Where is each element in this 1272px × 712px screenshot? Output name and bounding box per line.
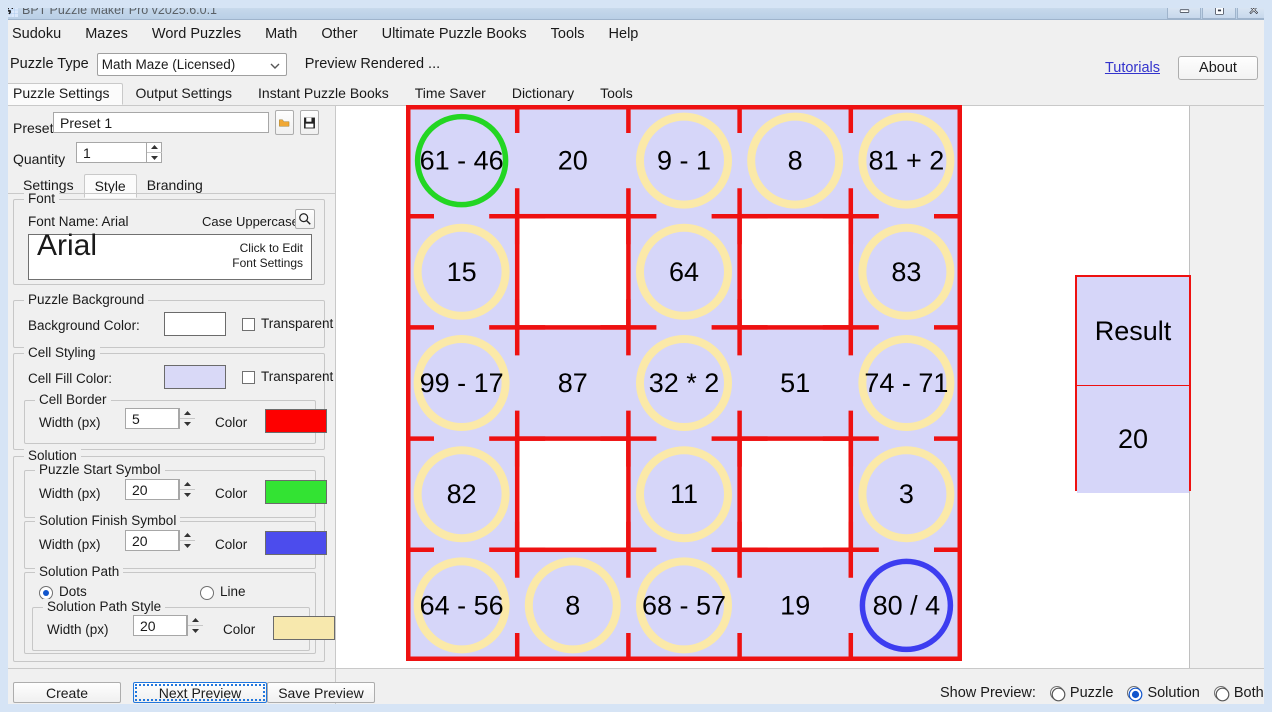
svg-text:61 - 46: 61 - 46 bbox=[420, 146, 504, 176]
svg-text:87: 87 bbox=[558, 368, 588, 398]
svg-text:15: 15 bbox=[447, 257, 477, 287]
svg-text:8: 8 bbox=[788, 146, 803, 176]
svg-text:51: 51 bbox=[780, 368, 810, 398]
svg-text:8: 8 bbox=[565, 590, 580, 620]
svg-text:80 / 4: 80 / 4 bbox=[873, 590, 941, 620]
svg-text:9 - 1: 9 - 1 bbox=[657, 146, 711, 176]
svg-text:3: 3 bbox=[899, 479, 914, 509]
svg-text:32 * 2: 32 * 2 bbox=[649, 368, 720, 398]
svg-text:81 + 2: 81 + 2 bbox=[868, 146, 944, 176]
svg-text:99 - 17: 99 - 17 bbox=[420, 368, 504, 398]
svg-text:82: 82 bbox=[447, 479, 477, 509]
svg-text:83: 83 bbox=[891, 257, 921, 287]
svg-text:74 - 71: 74 - 71 bbox=[864, 368, 948, 398]
svg-text:68 - 57: 68 - 57 bbox=[642, 590, 726, 620]
svg-text:64: 64 bbox=[669, 257, 699, 287]
svg-text:11: 11 bbox=[670, 479, 698, 509]
svg-text:19: 19 bbox=[780, 590, 810, 620]
svg-text:20: 20 bbox=[558, 146, 588, 176]
svg-text:64 - 56: 64 - 56 bbox=[420, 590, 504, 620]
